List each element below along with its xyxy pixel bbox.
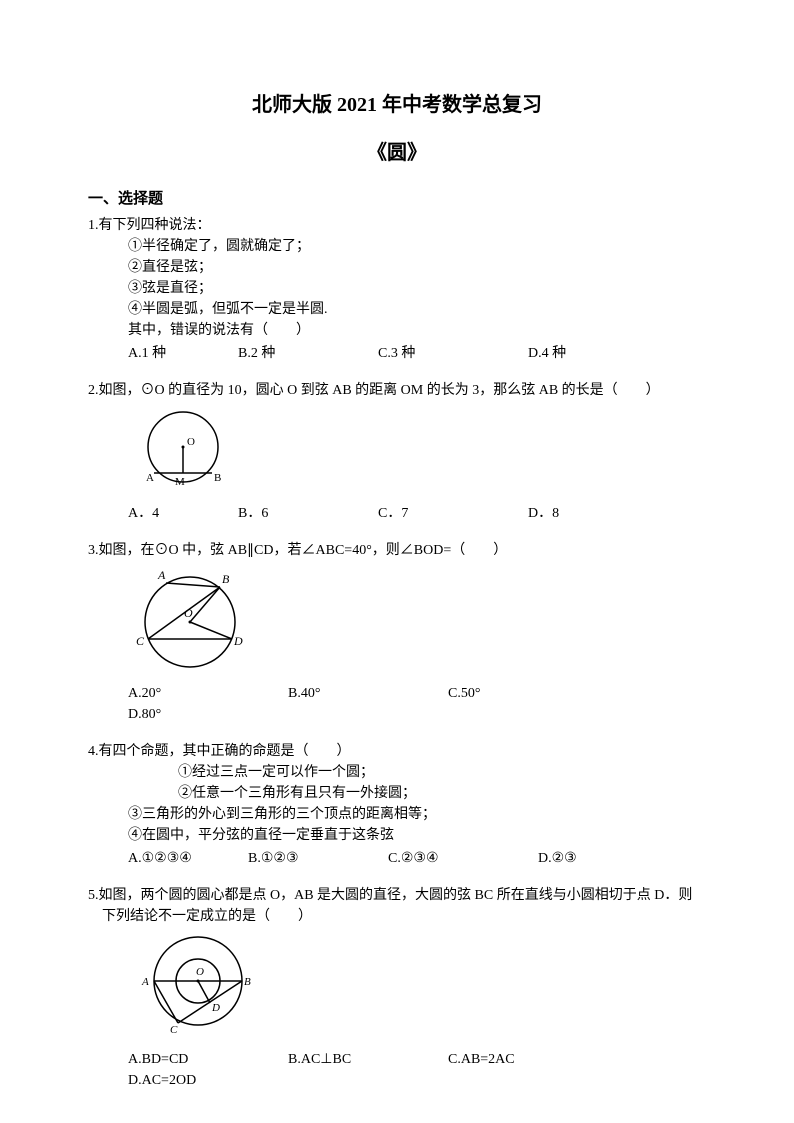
q4-statement-4: ④在圆中，平分弦的直径一定垂直于这条弦 bbox=[88, 825, 706, 846]
q1-option-c: C.3 种 bbox=[378, 343, 528, 364]
q1-tail: 其中，错误的说法有（ ） bbox=[88, 320, 706, 341]
q5-options: A.BD=CD B.AC⊥BC C.AB=2AC D.AC=2OD bbox=[88, 1049, 706, 1091]
q2-option-a: A．4 bbox=[128, 503, 238, 524]
q3-option-b: B.40° bbox=[288, 683, 448, 704]
q2-circle-icon: O A B M bbox=[128, 407, 238, 497]
q5-option-d: D.AC=2OD bbox=[128, 1070, 248, 1091]
q3-circle-icon: A B C D O bbox=[128, 567, 258, 677]
q2-option-d: D．8 bbox=[528, 503, 658, 524]
question-3: 3.如图，在⊙O 中，弦 AB∥CD，若∠ABC=40°，则∠BOD=（ ） A… bbox=[88, 540, 706, 725]
q4-options: A.①②③④ B.①②③ C.②③④ D.②③ bbox=[88, 848, 706, 869]
q1-option-b: B.2 种 bbox=[238, 343, 378, 364]
q2-option-c: C．7 bbox=[378, 503, 528, 524]
q4-statement-3: ③三角形的外心到三角形的三个顶点的距离相等； bbox=[88, 804, 706, 825]
section-header: 一、选择题 bbox=[88, 188, 706, 211]
label-d: D bbox=[233, 634, 243, 648]
label-a: A bbox=[141, 976, 149, 988]
q1-statement-1: ①半径确定了，圆就确定了； bbox=[88, 236, 706, 257]
q5-figure: A B C D O bbox=[88, 933, 706, 1043]
q4-stem: 4.有四个命题，其中正确的命题是（ ） bbox=[88, 741, 706, 762]
label-b: B bbox=[222, 572, 230, 586]
label-d: D bbox=[211, 1002, 220, 1014]
q5-option-c: C.AB=2AC bbox=[448, 1049, 588, 1070]
label-c: C bbox=[136, 634, 145, 648]
q4-statement-1: ①经过三点一定可以作一个圆； bbox=[88, 762, 706, 783]
q1-stem: 1.有下列四种说法： bbox=[88, 215, 706, 236]
label-o: O bbox=[184, 606, 193, 620]
label-m: M bbox=[175, 476, 185, 488]
label-c: C bbox=[170, 1024, 178, 1036]
q3-stem: 3.如图，在⊙O 中，弦 AB∥CD，若∠ABC=40°，则∠BOD=（ ） bbox=[88, 540, 706, 561]
q1-options: A.1 种 B.2 种 C.3 种 D.4 种 bbox=[88, 343, 706, 364]
label-b: B bbox=[244, 976, 251, 988]
q1-statement-4: ④半圆是弧，但弧不一定是半圆. bbox=[88, 299, 706, 320]
q5-option-b: B.AC⊥BC bbox=[288, 1049, 448, 1070]
q3-option-c: C.50° bbox=[448, 683, 608, 704]
page-subtitle: 《圆》 bbox=[88, 138, 706, 168]
question-5: 5.如图，两个圆的圆心都是点 O，AB 是大圆的直径，大圆的弦 BC 所在直线与… bbox=[88, 885, 706, 1091]
label-a: A bbox=[157, 568, 166, 582]
question-4: 4.有四个命题，其中正确的命题是（ ） ①经过三点一定可以作一个圆； ②任意一个… bbox=[88, 741, 706, 869]
q2-options: A．4 B．6 C．7 D．8 bbox=[88, 503, 706, 524]
q2-stem: 2.如图，⊙O 的直径为 10，圆心 O 到弦 AB 的距离 OM 的长为 3，… bbox=[88, 380, 706, 401]
q4-statement-2: ②任意一个三角形有且只有一外接圆； bbox=[88, 783, 706, 804]
label-b: B bbox=[214, 472, 221, 484]
question-2: 2.如图，⊙O 的直径为 10，圆心 O 到弦 AB 的距离 OM 的长为 3，… bbox=[88, 380, 706, 524]
q2-option-b: B．6 bbox=[238, 503, 378, 524]
q5-stem-line2: 下列结论不一定成立的是（ ） bbox=[88, 906, 706, 927]
q1-statement-2: ②直径是弦； bbox=[88, 257, 706, 278]
q3-option-a: A.20° bbox=[128, 683, 288, 704]
q1-statement-3: ③弦是直径； bbox=[88, 278, 706, 299]
q4-option-a: A.①②③④ bbox=[128, 848, 248, 869]
q5-stem-line1: 5.如图，两个圆的圆心都是点 O，AB 是大圆的直径，大圆的弦 BC 所在直线与… bbox=[88, 885, 706, 906]
question-1: 1.有下列四种说法： ①半径确定了，圆就确定了； ②直径是弦； ③弦是直径； ④… bbox=[88, 215, 706, 364]
q2-figure: O A B M bbox=[88, 407, 706, 497]
label-a: A bbox=[146, 472, 154, 484]
q4-option-b: B.①②③ bbox=[248, 848, 388, 869]
q1-option-a: A.1 种 bbox=[128, 343, 238, 364]
q1-option-d: D.4 种 bbox=[528, 343, 658, 364]
q5-option-a: A.BD=CD bbox=[128, 1049, 288, 1070]
q3-options: A.20° B.40° C.50° D.80° bbox=[88, 683, 706, 725]
q4-option-c: C.②③④ bbox=[388, 848, 538, 869]
q3-figure: A B C D O bbox=[88, 567, 706, 677]
q4-option-d: D.②③ bbox=[538, 848, 668, 869]
label-o: O bbox=[187, 436, 195, 448]
page-title: 北师大版 2021 年中考数学总复习 bbox=[88, 90, 706, 120]
q5-circles-icon: A B C D O bbox=[128, 933, 268, 1043]
label-o: O bbox=[196, 966, 204, 978]
q3-option-d: D.80° bbox=[128, 704, 288, 725]
